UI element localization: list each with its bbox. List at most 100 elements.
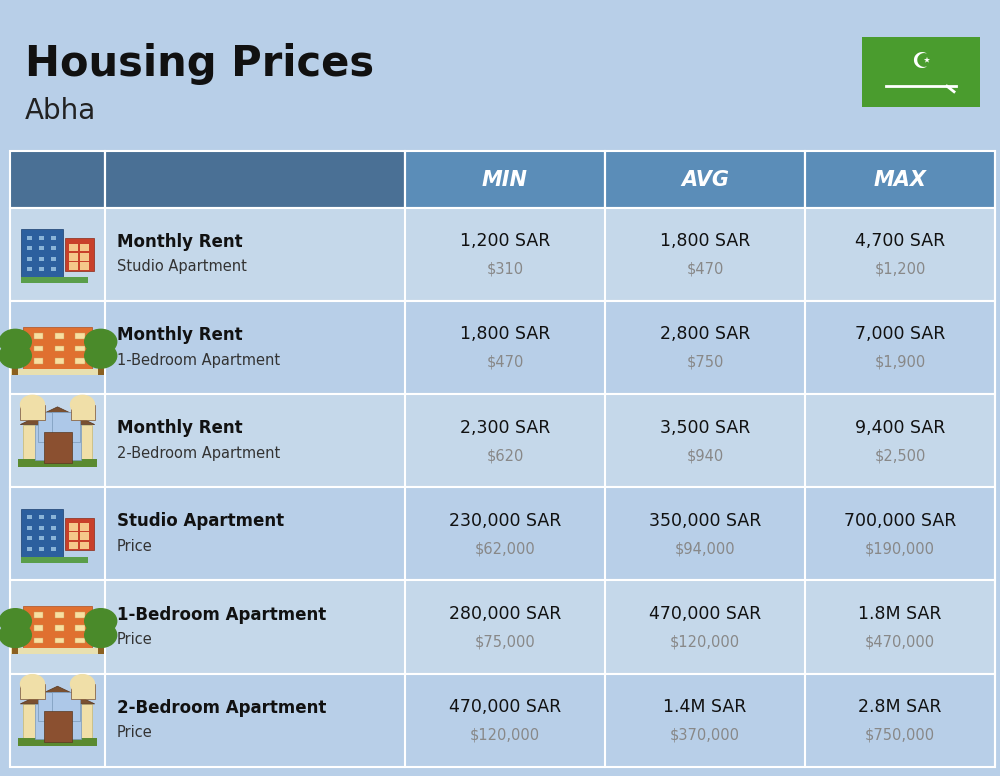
FancyBboxPatch shape <box>23 606 92 650</box>
Text: 1.8M SAR: 1.8M SAR <box>858 605 942 623</box>
FancyBboxPatch shape <box>75 359 85 364</box>
FancyBboxPatch shape <box>51 246 56 251</box>
Text: Monthly Rent: Monthly Rent <box>117 326 243 345</box>
Circle shape <box>0 622 31 647</box>
FancyBboxPatch shape <box>55 612 64 618</box>
Text: ☪: ☪ <box>911 52 931 71</box>
FancyBboxPatch shape <box>70 404 94 420</box>
FancyBboxPatch shape <box>27 246 32 251</box>
FancyBboxPatch shape <box>12 355 18 375</box>
FancyBboxPatch shape <box>38 691 66 721</box>
FancyBboxPatch shape <box>51 236 56 240</box>
Text: 1-Bedroom Apartment: 1-Bedroom Apartment <box>117 605 326 624</box>
FancyBboxPatch shape <box>23 704 92 742</box>
Text: Price: Price <box>117 539 153 554</box>
Text: 2,800 SAR: 2,800 SAR <box>660 325 750 344</box>
Circle shape <box>85 329 117 354</box>
FancyBboxPatch shape <box>35 425 67 460</box>
FancyBboxPatch shape <box>39 267 44 272</box>
FancyBboxPatch shape <box>35 705 67 740</box>
Text: $1,900: $1,900 <box>874 355 926 370</box>
FancyBboxPatch shape <box>34 612 43 618</box>
Text: 4,700 SAR: 4,700 SAR <box>855 232 945 251</box>
FancyBboxPatch shape <box>80 542 89 549</box>
FancyBboxPatch shape <box>862 37 980 107</box>
Circle shape <box>20 395 44 414</box>
FancyBboxPatch shape <box>21 277 88 283</box>
FancyBboxPatch shape <box>69 262 78 270</box>
FancyBboxPatch shape <box>27 546 32 551</box>
FancyBboxPatch shape <box>39 525 44 530</box>
Circle shape <box>70 395 94 414</box>
Text: 470,000 SAR: 470,000 SAR <box>449 698 561 716</box>
FancyBboxPatch shape <box>10 394 995 487</box>
Text: 2-Bedroom Apartment: 2-Bedroom Apartment <box>117 445 280 461</box>
FancyBboxPatch shape <box>98 355 104 375</box>
Text: Monthly Rent: Monthly Rent <box>117 419 243 438</box>
Text: 7,000 SAR: 7,000 SAR <box>855 325 945 344</box>
Circle shape <box>85 608 117 633</box>
Text: $190,000: $190,000 <box>865 541 935 556</box>
Text: Abha: Abha <box>25 97 96 125</box>
FancyBboxPatch shape <box>69 542 78 549</box>
FancyBboxPatch shape <box>10 674 995 767</box>
FancyBboxPatch shape <box>10 580 995 674</box>
FancyBboxPatch shape <box>80 532 89 540</box>
FancyBboxPatch shape <box>34 359 43 364</box>
FancyBboxPatch shape <box>18 739 97 747</box>
FancyBboxPatch shape <box>55 359 64 364</box>
FancyBboxPatch shape <box>98 635 104 654</box>
FancyBboxPatch shape <box>21 509 63 559</box>
Polygon shape <box>20 407 95 424</box>
Text: $620: $620 <box>486 448 524 463</box>
FancyBboxPatch shape <box>10 301 995 394</box>
Text: 1-Bedroom Apartment: 1-Bedroom Apartment <box>117 352 280 368</box>
Circle shape <box>0 329 31 354</box>
Text: MAX: MAX <box>874 170 926 189</box>
FancyBboxPatch shape <box>39 536 44 540</box>
FancyBboxPatch shape <box>80 523 89 531</box>
Text: $120,000: $120,000 <box>470 727 540 743</box>
FancyBboxPatch shape <box>27 525 32 530</box>
FancyBboxPatch shape <box>52 691 80 721</box>
FancyBboxPatch shape <box>49 705 81 740</box>
Text: Studio Apartment: Studio Apartment <box>117 259 247 275</box>
FancyBboxPatch shape <box>75 345 85 352</box>
FancyBboxPatch shape <box>51 546 56 551</box>
FancyBboxPatch shape <box>75 333 85 338</box>
FancyBboxPatch shape <box>69 532 78 540</box>
FancyBboxPatch shape <box>34 333 43 338</box>
FancyBboxPatch shape <box>27 267 32 272</box>
FancyBboxPatch shape <box>34 638 43 643</box>
Circle shape <box>20 674 44 693</box>
FancyBboxPatch shape <box>34 625 43 631</box>
Text: 3,500 SAR: 3,500 SAR <box>660 418 750 437</box>
FancyBboxPatch shape <box>55 638 64 643</box>
FancyBboxPatch shape <box>27 236 32 240</box>
FancyBboxPatch shape <box>69 244 78 251</box>
FancyBboxPatch shape <box>20 684 44 699</box>
Text: MIN: MIN <box>482 170 528 189</box>
FancyBboxPatch shape <box>51 267 56 272</box>
FancyBboxPatch shape <box>75 612 85 618</box>
FancyBboxPatch shape <box>65 238 94 271</box>
Text: $370,000: $370,000 <box>670 727 740 743</box>
FancyBboxPatch shape <box>80 244 89 251</box>
FancyBboxPatch shape <box>49 425 81 460</box>
FancyBboxPatch shape <box>405 151 605 208</box>
Text: 470,000 SAR: 470,000 SAR <box>649 605 761 623</box>
FancyBboxPatch shape <box>27 515 32 519</box>
Text: 1,200 SAR: 1,200 SAR <box>460 232 550 251</box>
FancyBboxPatch shape <box>75 638 85 643</box>
Text: $940: $940 <box>686 448 724 463</box>
Text: $470: $470 <box>486 355 524 370</box>
Text: Price: Price <box>117 725 153 740</box>
FancyBboxPatch shape <box>75 625 85 631</box>
FancyBboxPatch shape <box>51 536 56 540</box>
FancyBboxPatch shape <box>605 151 805 208</box>
FancyBboxPatch shape <box>44 711 72 742</box>
Text: 9,400 SAR: 9,400 SAR <box>855 418 945 437</box>
FancyBboxPatch shape <box>52 412 80 442</box>
Text: $310: $310 <box>486 262 524 277</box>
Text: 1,800 SAR: 1,800 SAR <box>660 232 750 251</box>
